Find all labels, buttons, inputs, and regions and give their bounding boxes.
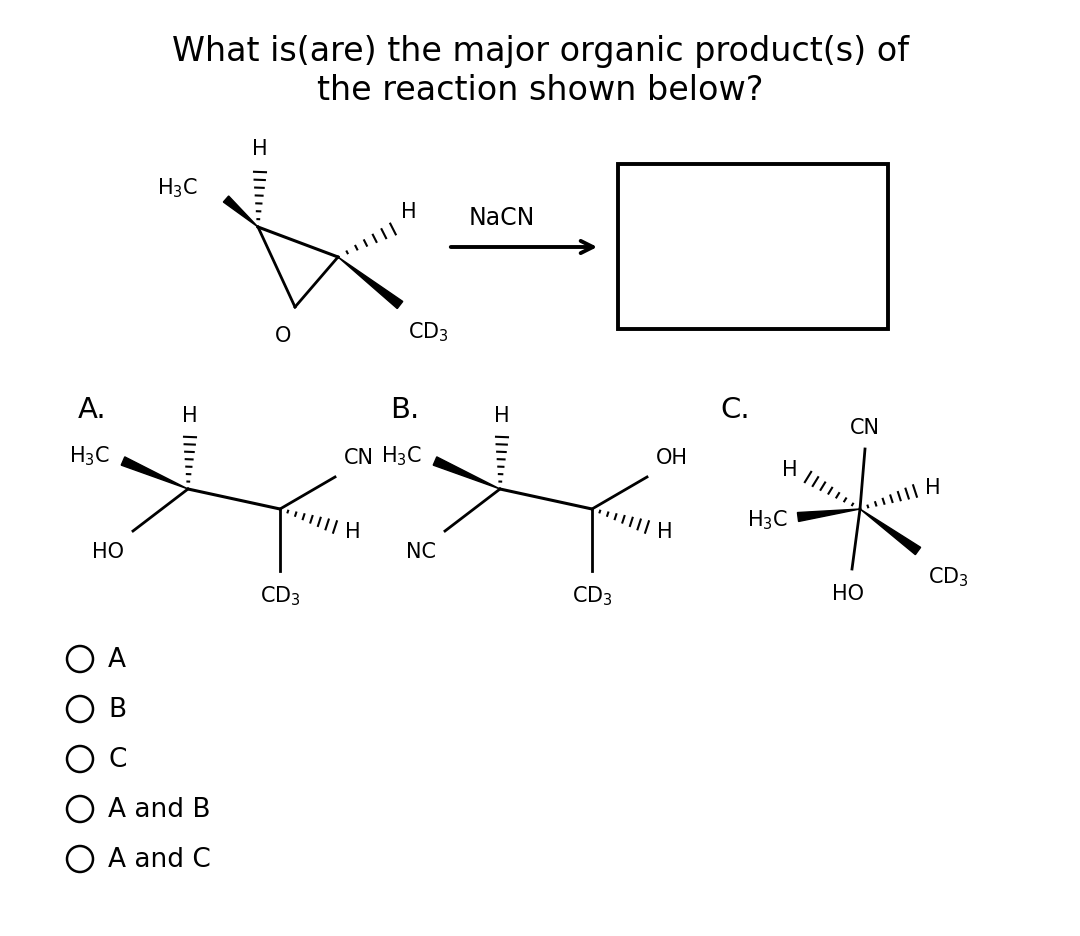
Text: B: B <box>108 696 126 723</box>
Text: HO: HO <box>92 541 124 562</box>
Text: O: O <box>274 326 292 345</box>
Polygon shape <box>121 458 188 490</box>
Text: A: A <box>108 647 126 672</box>
Text: CN: CN <box>345 447 374 467</box>
Text: H: H <box>657 521 673 541</box>
Polygon shape <box>797 509 860 522</box>
Text: OH: OH <box>656 447 688 467</box>
Text: What is(are) the major organic product(s) of: What is(are) the major organic product(s… <box>172 36 908 68</box>
Text: H: H <box>183 405 198 426</box>
Text: H: H <box>401 202 417 222</box>
Text: CD$_3$: CD$_3$ <box>259 583 300 607</box>
Text: H: H <box>345 521 361 541</box>
Text: the reaction shown below?: the reaction shown below? <box>316 73 764 107</box>
Text: A.: A. <box>78 396 107 424</box>
Text: C.: C. <box>720 396 750 424</box>
Text: H$_3$C: H$_3$C <box>381 444 422 467</box>
Text: H$_3$C: H$_3$C <box>747 507 788 532</box>
Text: A and B: A and B <box>108 797 211 822</box>
Text: H$_3$C: H$_3$C <box>157 176 198 199</box>
Text: A and C: A and C <box>108 846 211 872</box>
Text: NaCN: NaCN <box>469 206 536 229</box>
Text: H: H <box>253 139 268 159</box>
Text: H: H <box>782 460 798 479</box>
Text: CD$_3$: CD$_3$ <box>571 583 612 607</box>
Text: B.: B. <box>390 396 419 424</box>
Polygon shape <box>224 197 258 227</box>
Text: C: C <box>108 746 126 772</box>
Text: CN: CN <box>850 417 880 437</box>
Text: CD$_3$: CD$_3$ <box>408 320 449 344</box>
Polygon shape <box>433 458 500 490</box>
Text: CD$_3$: CD$_3$ <box>928 564 969 588</box>
Polygon shape <box>338 257 403 309</box>
Bar <box>618 165 888 329</box>
Text: HO: HO <box>832 583 864 604</box>
Polygon shape <box>860 509 920 555</box>
Text: NC: NC <box>406 541 436 562</box>
Text: H: H <box>924 477 941 497</box>
Text: H: H <box>495 405 510 426</box>
Text: H$_3$C: H$_3$C <box>69 444 110 467</box>
